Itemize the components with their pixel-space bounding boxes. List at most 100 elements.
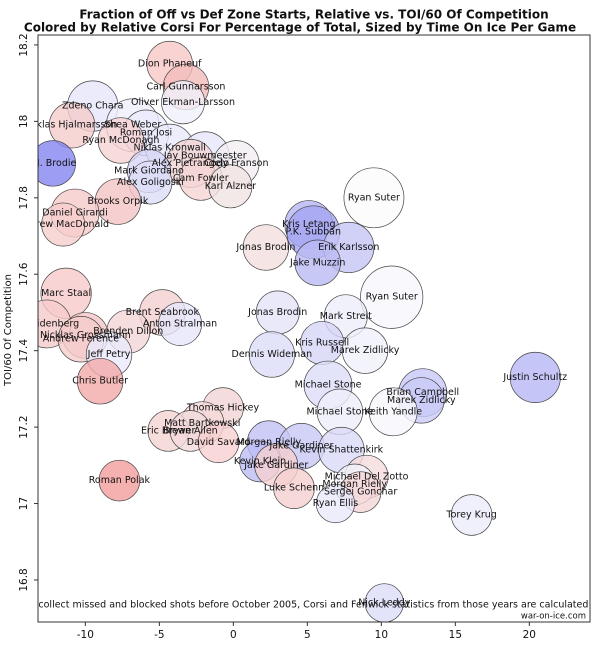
bubble-label: Niklas Hjalmarsson [27, 120, 118, 131]
bubble-label: Ryan McDonagh [82, 135, 159, 146]
bubble-label: Jonas Brodin [247, 307, 307, 318]
bubble [450, 494, 493, 536]
bubble [48, 102, 96, 149]
y-tick-label: 17.8 [18, 186, 30, 209]
bubble-label: Oliver Ekman-Larsson [131, 97, 235, 108]
bubble-label: Alex Pietrangelo [152, 158, 229, 169]
y-axis-label: TOI/60 Of Competition [3, 274, 14, 387]
bubble-label: Eric Brewer [141, 425, 195, 436]
x-tick-label: 0 [230, 629, 237, 641]
bubble-label: Jeff Petry [87, 349, 131, 360]
bubble-label: Jake Gardiner [268, 441, 333, 452]
bubble-label: Jay Bouwmeester [163, 150, 247, 161]
bubble-label: Andrew Ference [43, 334, 119, 345]
bubble [341, 327, 389, 374]
y-tick-label: 16.8 [18, 568, 30, 591]
bubble-label: Michael Stone [306, 406, 373, 417]
bubble-label: Kris Russell [295, 338, 349, 349]
bubble-label: Ryan Ellis [313, 498, 358, 509]
bubble-label: Cody Franson [204, 158, 268, 169]
y-tick-label: 17 [18, 497, 30, 510]
x-tick-label: 15 [449, 629, 462, 641]
bubble-label: Nicklas Grossmann [40, 330, 131, 341]
bubble-label: Erik Karlsson [318, 242, 379, 253]
bubble-label: Dion Phaneuf [138, 59, 202, 70]
source: war-on-ice.com [521, 612, 586, 622]
bubble-label: is Seidenberg [15, 318, 80, 329]
bubble-label: Nick Leddy [358, 597, 411, 608]
bubble-label: Brenden Dillon [93, 326, 163, 337]
bubble [97, 117, 145, 164]
y-tick-label: 17.6 [18, 262, 30, 286]
bubble-label: Jake Gardiner [243, 460, 308, 471]
bubble [294, 239, 341, 286]
bubble-label: Kris Letang [282, 219, 335, 230]
bubble-label: David Savard [187, 437, 251, 448]
bubble-label: Roman Josi [120, 127, 172, 138]
bubble [98, 459, 141, 502]
bubble-label: Justin Schultz [502, 372, 567, 383]
bubble [158, 301, 203, 346]
bubble-label: Marek Zidlicky [387, 395, 456, 406]
bubble [38, 140, 76, 187]
bubble-label: T.J. Brodie [28, 158, 76, 169]
bubble-label: Jonas Brodin [235, 242, 295, 253]
y-tick-label: 18.2 [18, 33, 30, 56]
bubble [360, 265, 424, 329]
bubble [509, 351, 561, 403]
y-tick-label: 18 [18, 115, 30, 128]
bubble-label: Mark Streit [320, 311, 372, 322]
plot-frame [37, 34, 591, 623]
bubble [343, 167, 405, 229]
bubble-label: Keith Yandle [364, 406, 422, 417]
bubble-label: Niklas Kronwall [134, 143, 206, 154]
bubble [197, 421, 240, 464]
plot: Dion Phaneuf Carl Gunnarsson Oliver Ekman-… [0, 40, 600, 622]
bubble [273, 467, 315, 509]
bubble-label: Marek Zidlicky [331, 345, 400, 356]
y-tick-label: 17.2 [18, 415, 30, 438]
bubble-label: Anton Stralman [143, 318, 217, 329]
bubble-label: Matt Bartkowski [164, 418, 240, 429]
bubble [315, 483, 356, 524]
bubble-label: Chris Butler [72, 376, 128, 387]
y-tick-label: 17.4 [18, 339, 30, 363]
bubble-label: Shea Weber [104, 120, 161, 131]
bubble-label: Jake Muzzin [289, 257, 346, 268]
bubble-label: Kevin Klein [234, 456, 286, 467]
bubble [208, 164, 253, 209]
bubble-label: Kevin Shattenkirk [300, 445, 384, 456]
bubble-label: Carl Gunnarsson [147, 81, 226, 92]
bubble-label: Michael Stone [295, 380, 362, 391]
bubble [161, 80, 205, 125]
x-tick-label: -5 [154, 629, 164, 641]
bubble-label: Dennis Wideman [232, 349, 313, 360]
bubble-label: Morgan Rielly [322, 479, 387, 490]
bubble-label: Michael Del Zotto [325, 471, 409, 482]
footnote: L didn't collect missed and blocked shot… [0, 600, 600, 611]
bubble [41, 202, 86, 247]
bubble-label: Marc Staal [41, 288, 91, 299]
bubble-label: Luke Schenn [264, 483, 324, 494]
x-tick-label: 20 [523, 629, 536, 641]
x-tick-label: 10 [375, 629, 388, 641]
bubble-label: Zdeno Chara [62, 101, 123, 112]
bubble-label: Alex Goligoski [117, 177, 184, 188]
bubble [242, 224, 290, 271]
bubble-label: Ryan Suter [348, 192, 400, 203]
bubble-label: Thomas Hickey [186, 402, 260, 413]
bubble-label: Torey Krug [445, 509, 496, 520]
bubble-label: Brent Seabrook [126, 307, 200, 318]
bubble-label: Mark Giordano [114, 166, 184, 177]
chart-title: Fraction of Off vs Def Zone Starts, Rela… [79, 8, 548, 22]
bubble-label: Sergei Gonchar [324, 487, 397, 498]
bubble-label: Karl Alzner [205, 181, 256, 192]
bubble-label: Daniel Girardi [42, 208, 107, 219]
bubble-label: Cam Fowler [173, 173, 229, 184]
bubble-label: Bryan Allen [163, 425, 218, 436]
x-tick-label: 5 [304, 629, 311, 641]
bubble-label: Morgan Rielly [237, 437, 302, 448]
bubble-label: Roman Polak [89, 475, 151, 486]
bubble [248, 331, 295, 378]
